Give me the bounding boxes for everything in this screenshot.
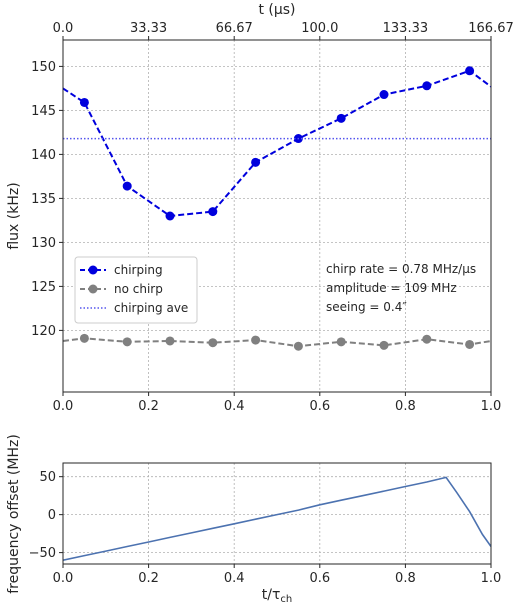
series-line (63, 337, 491, 348)
series-point (165, 211, 175, 221)
top-tick-label: 0.0 (53, 21, 74, 36)
series-point (422, 334, 432, 344)
legend-chirping-label: chirping (114, 263, 163, 277)
frequency-x-axis-label: t/τch (262, 587, 292, 605)
series-point (379, 90, 389, 100)
x-tick-label: 0.2 (138, 399, 159, 414)
top-tick-label: 33.33 (130, 21, 167, 36)
annotation-amplitude: amplitude = 109 MHz (326, 281, 457, 295)
y-tick-label: 120 (31, 324, 56, 339)
top-tick-label: 66.67 (216, 21, 253, 36)
x-tick-label: 1.0 (481, 399, 502, 414)
x-label-subscript: ch (280, 594, 292, 605)
series-point (336, 113, 346, 123)
y-tick-label: −50 (29, 546, 56, 561)
legend-no-chirp-label: no chirp (114, 282, 163, 296)
data-layer (63, 476, 491, 561)
series-point (465, 66, 475, 76)
series-line (63, 69, 491, 218)
x-tick-label: 0.6 (309, 399, 330, 414)
flux-y-axis-label: flux (kHz) (6, 182, 22, 249)
annotation-seeing: seeing = 0.4″ (326, 300, 407, 314)
x-tick-label: 0.4 (224, 571, 245, 586)
series-point (293, 341, 303, 351)
series-point (336, 337, 346, 347)
legend-no-chirp-marker (88, 284, 98, 294)
legend-box (74, 256, 198, 324)
series-point (251, 335, 261, 345)
y-tick-label: 140 (31, 148, 56, 163)
x-tick-label: 0.4 (224, 399, 245, 414)
series-point (79, 333, 89, 343)
flux-plot-frame (62, 39, 492, 393)
y-tick-label: 125 (31, 280, 56, 295)
series-point (208, 207, 218, 217)
x-tick-label: 0.0 (53, 399, 74, 414)
legend-average-label: chirping ave (114, 301, 188, 315)
top-axis-label: t (μs) (258, 2, 295, 18)
x-tick-label: 0.6 (309, 571, 330, 586)
series-point (79, 97, 89, 107)
frequency-plot-frame (62, 462, 492, 565)
flux-legend: chirping no chirp chirping ave (74, 256, 198, 324)
top-tick-label: 166.67 (468, 21, 514, 36)
y-tick-label: 150 (31, 60, 56, 75)
y-tick-label: 0 (48, 508, 56, 523)
legend-chirping-marker (88, 265, 98, 275)
annotation-chirp-rate: chirp rate = 0.78 MHz/μs (326, 262, 476, 276)
x-tick-label: 0.8 (395, 571, 416, 586)
y-tick-label: 50 (39, 470, 56, 485)
x-tick-label: 0.2 (138, 571, 159, 586)
series-point (465, 339, 475, 349)
x-label-main: t/τ (262, 587, 281, 603)
x-tick-label: 0.0 (53, 571, 74, 586)
series-point (251, 157, 261, 167)
data-layer (63, 66, 491, 351)
top-tick-label: 133.33 (383, 21, 429, 36)
series-point (422, 81, 432, 91)
frequency-chart: frequency offset (MHz) t/τch 0.0 0.2 0.4 0.… (6, 434, 501, 605)
frequency-y-axis-label: frequency offset (MHz) (6, 434, 22, 594)
y-tick-label: 135 (31, 192, 56, 207)
y-tick-label: 145 (31, 104, 56, 119)
top-tick-label: 100.0 (301, 21, 338, 36)
flux-chart: t (μs) flux (kHz) chirping no chirp chir… (6, 2, 514, 414)
x-tick-label: 0.8 (395, 399, 416, 414)
series-point (379, 340, 389, 350)
series-point (208, 338, 218, 348)
series-point (165, 336, 175, 346)
series-point (122, 337, 132, 347)
series-point (122, 181, 132, 191)
x-tick-label: 1.0 (481, 571, 502, 586)
series-line (63, 476, 491, 561)
y-tick-label: 130 (31, 236, 56, 251)
flux-annotations: chirp rate = 0.78 MHz/μs amplitude = 109… (326, 262, 476, 314)
